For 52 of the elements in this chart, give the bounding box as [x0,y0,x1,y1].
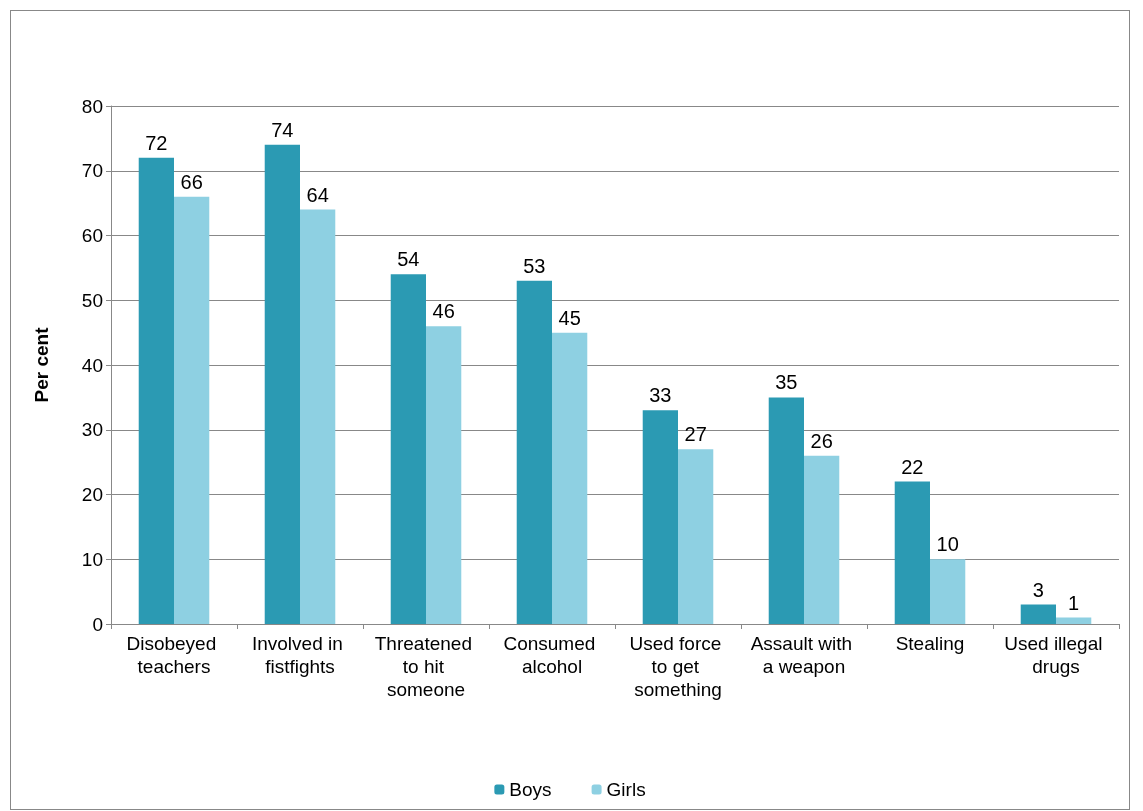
data-label: 72 [145,131,168,154]
y-tick-label: 10 [81,548,103,570]
x-tick-label: Involved in fistfights [251,633,349,677]
data-label: 35 [775,371,798,394]
data-label: 26 [810,429,833,452]
bar [768,397,804,624]
data-label: 74 [271,118,294,141]
data-label: 1 [1068,591,1080,614]
data-label: 54 [397,248,420,271]
bar [300,209,336,624]
bar [390,274,426,624]
bar [516,280,552,624]
y-tick-label: 40 [81,354,103,376]
y-tick-label: 30 [81,419,103,441]
data-label: 33 [649,384,672,407]
bar [642,410,678,624]
bar [894,481,930,624]
data-label: 3 [1032,578,1044,601]
x-tick-label: Assault with a weapon [750,633,858,677]
x-tick-label: Stealing [895,633,965,654]
bar [804,455,840,624]
y-tick-label: 0 [92,613,103,635]
x-tick-label: Disobeyed teachers [126,633,222,677]
x-tick-label: Consumed alcohol [503,633,601,677]
bar [264,144,300,624]
data-label: 66 [180,170,203,193]
x-tick-label: Used force to get something [629,633,727,700]
bar [426,326,462,624]
data-label: 45 [558,306,581,329]
data-label: 22 [901,455,924,478]
y-tick-label: 50 [81,289,103,311]
data-label: 27 [684,423,707,446]
x-tick-label: Used illegal drugs [1004,633,1108,677]
bar [930,559,966,624]
bar [1020,604,1056,624]
data-label: 53 [523,254,546,277]
bar [1056,617,1092,624]
y-axis-title: Per cent [31,326,52,403]
bar [678,449,714,624]
x-tick-label: Threatened to hit someone [374,633,478,700]
legend-label: Girls [606,779,646,800]
data-label: 64 [306,183,329,206]
legend-label: Boys [509,779,552,800]
y-tick-label: 60 [81,225,103,246]
y-tick-label: 80 [81,95,103,117]
bar [174,196,210,624]
bar [552,332,588,624]
bar [138,157,174,624]
data-label: 46 [432,300,455,323]
y-tick-label: 20 [81,484,103,505]
data-label: 10 [936,533,959,556]
y-tick-label: 70 [81,160,103,182]
